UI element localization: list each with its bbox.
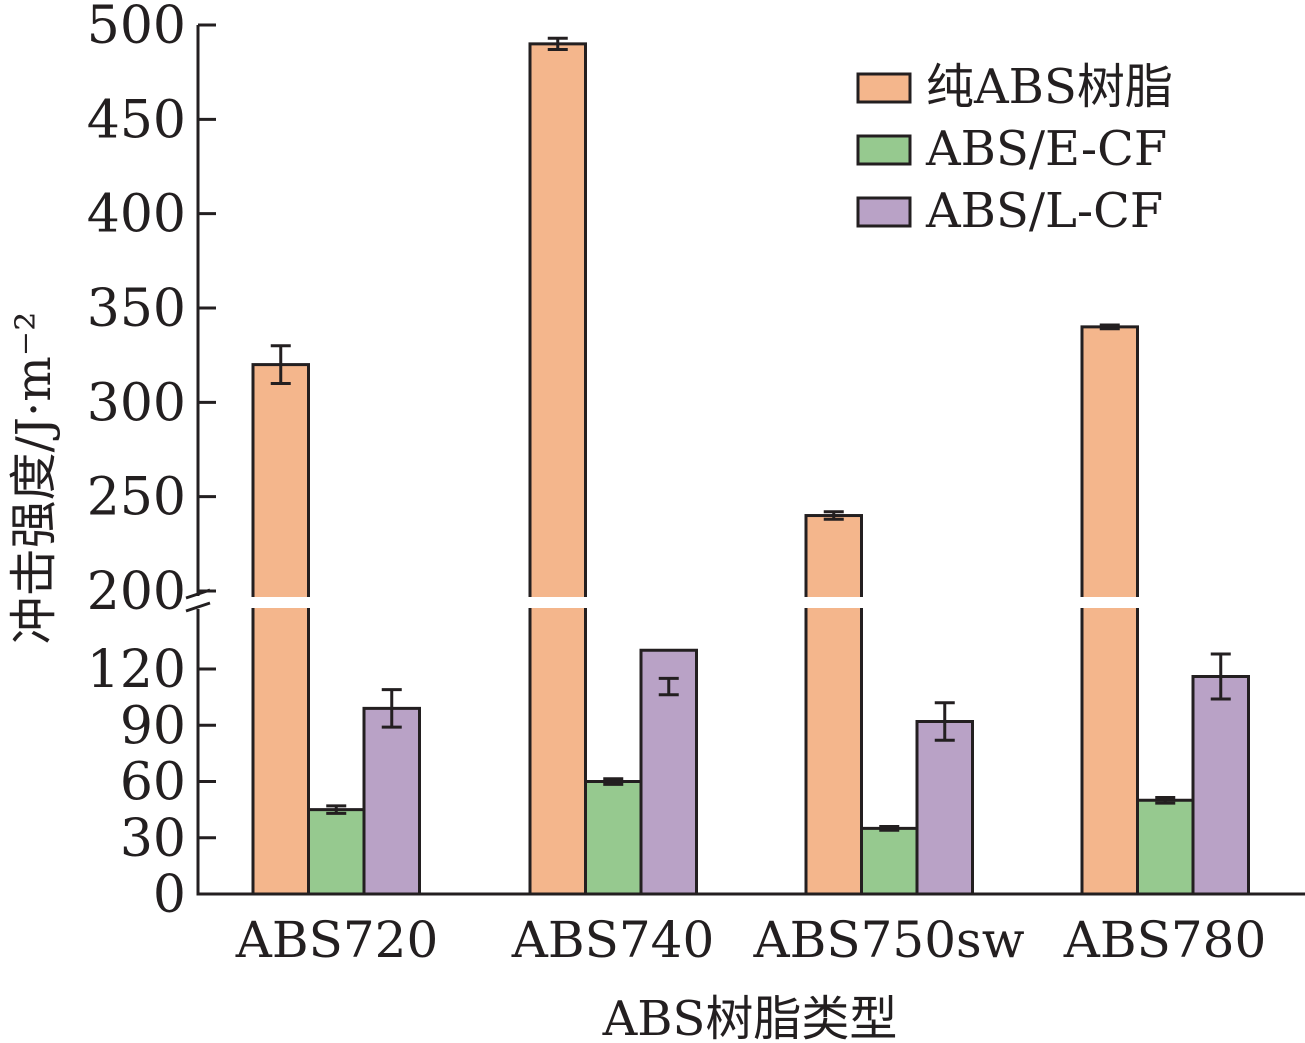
bar-abs-abs740 bbox=[528, 42, 587, 896]
axis-break-gap bbox=[200, 597, 1305, 608]
bars-layer bbox=[200, 36, 1305, 896]
bar-abs-e-cf-abs720 bbox=[307, 808, 366, 896]
error-bar-abs-l-cf-abs740 bbox=[658, 676, 679, 697]
legend-label: ABS/L-CF bbox=[925, 183, 1163, 239]
bar-abs-abs780 bbox=[1080, 325, 1139, 896]
y-tick-label-90: 90 bbox=[120, 696, 186, 756]
legend-swatch bbox=[856, 196, 912, 228]
error-bar-abs-l-cf-abs720 bbox=[381, 688, 402, 729]
y-tick-label-450: 450 bbox=[87, 90, 186, 150]
legend-label: ABS/E-CF bbox=[925, 121, 1167, 177]
error-bar-abs-abs720 bbox=[270, 344, 291, 385]
error-bar-abs-e-cf-abs740 bbox=[603, 777, 624, 786]
error-bar-abs-l-cf-abs780 bbox=[1210, 652, 1231, 701]
y-tick-label-300: 300 bbox=[87, 373, 186, 433]
bar-abs-e-cf-abs780 bbox=[1136, 798, 1195, 896]
error-bar-abs-e-cf-abs780 bbox=[1155, 795, 1176, 805]
x-tick-label-abs750sw: ABS750sw bbox=[753, 911, 1025, 969]
error-bar-abs-abs780 bbox=[1099, 323, 1120, 331]
x-tick-label-abs780: ABS780 bbox=[1063, 911, 1267, 969]
y-tick-label-350: 350 bbox=[87, 279, 186, 339]
legend-item-abs-e-cf: ABS/E-CF bbox=[856, 121, 1167, 177]
legend-swatch bbox=[856, 134, 912, 166]
x-tick-label-abs740: ABS740 bbox=[511, 911, 715, 969]
error-bar-abs-abs740 bbox=[547, 36, 568, 52]
x-tick-label-abs720: ABS720 bbox=[235, 911, 439, 969]
x-axis-title: ABS树脂类型 bbox=[602, 991, 898, 1043]
y-tick-label-60: 60 bbox=[120, 753, 186, 813]
bar-abs-l-cf-abs720 bbox=[362, 706, 421, 896]
y-tick-label-0: 0 bbox=[153, 865, 186, 925]
legend: 纯ABS树脂 ABS/E-CF ABS/L-CF bbox=[856, 59, 1173, 239]
legend-item-abs: 纯ABS树脂 bbox=[856, 59, 1173, 115]
error-bar-abs-e-cf-abs750sw bbox=[879, 825, 900, 832]
bar-abs-e-cf-abs740 bbox=[584, 780, 643, 896]
y-tick-label-200: 200 bbox=[87, 562, 186, 622]
bar-abs-l-cf-abs780 bbox=[1191, 675, 1250, 896]
legend-label: 纯ABS树脂 bbox=[926, 59, 1173, 115]
error-bar-abs-abs750sw bbox=[823, 510, 844, 521]
y-tick-label-400: 400 bbox=[87, 185, 186, 245]
bar-abs-l-cf-abs750sw bbox=[915, 720, 974, 896]
error-bar-abs-e-cf-abs720 bbox=[326, 804, 347, 815]
y-tick-label-30: 30 bbox=[120, 809, 186, 869]
legend-item-abs-l-cf: ABS/L-CF bbox=[856, 183, 1163, 239]
y-tick-label-120: 120 bbox=[87, 640, 186, 700]
y-tick-label-500: 500 bbox=[87, 0, 186, 56]
bar-abs-abs720 bbox=[251, 363, 310, 896]
bar-abs-abs750sw bbox=[804, 514, 863, 896]
bar-abs-e-cf-abs750sw bbox=[860, 826, 919, 896]
y-axis-title: 冲击强度/J·m⁻² bbox=[6, 312, 62, 645]
axis-break-mark-bottom bbox=[185, 601, 211, 613]
error-bar-abs-l-cf-abs750sw bbox=[934, 701, 955, 742]
legend-swatch bbox=[856, 72, 912, 104]
y-tick-label-250: 250 bbox=[87, 468, 186, 528]
